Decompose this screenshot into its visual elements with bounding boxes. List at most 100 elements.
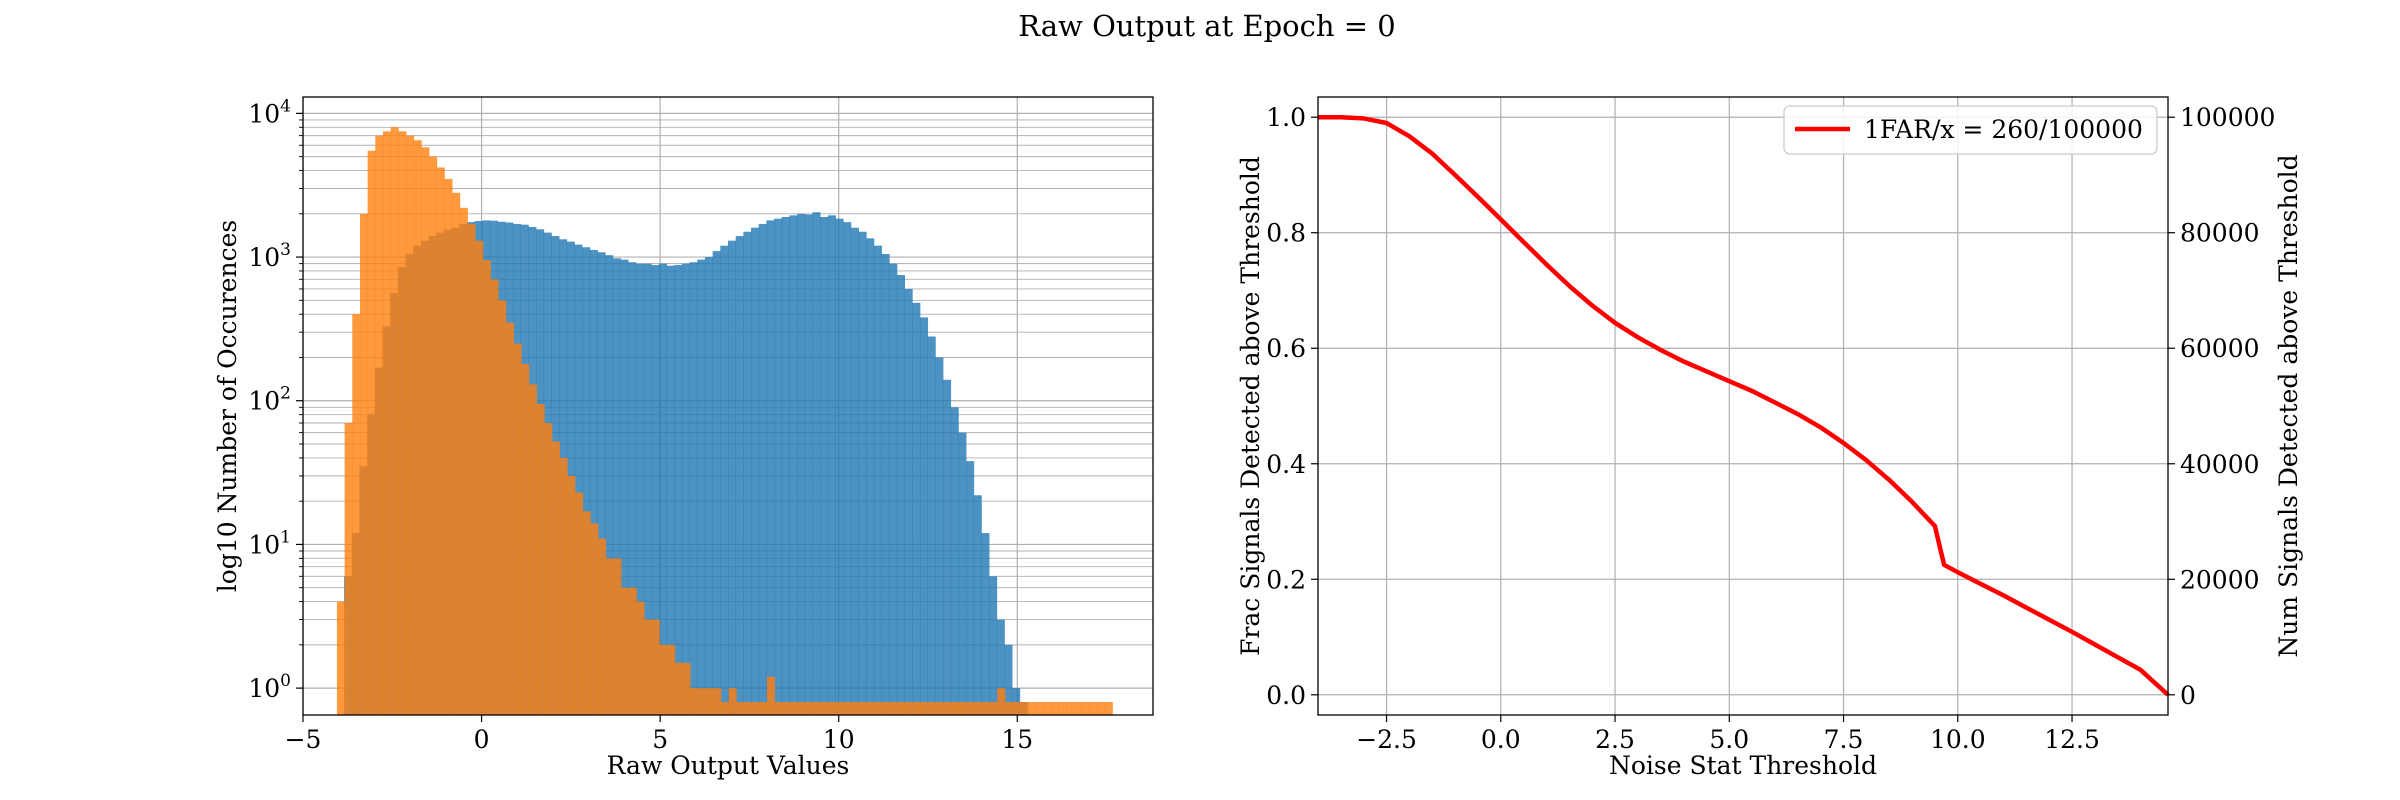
histogram-bar — [958, 702, 967, 715]
histogram-bar — [889, 702, 898, 715]
line-chart-y-tick-label: 0.8 — [1266, 219, 1306, 248]
histogram-bar — [621, 587, 630, 715]
histogram-bar — [720, 702, 729, 715]
histogram-bar — [928, 702, 937, 715]
histogram-bar — [997, 688, 1006, 715]
histogram-bar — [1104, 702, 1113, 715]
histogram-bar — [490, 279, 499, 715]
histogram-bar — [582, 511, 591, 715]
histogram-bar — [697, 688, 706, 715]
histogram-bar — [681, 263, 691, 715]
histogram-bar — [1020, 702, 1029, 715]
histogram-bar — [835, 218, 844, 715]
histogram-bar — [836, 702, 845, 715]
line-chart-y2-tick-label: 60000 — [2180, 334, 2260, 363]
line-chart-x-tick-label: 7.5 — [1824, 725, 1864, 754]
histogram-bar — [850, 227, 859, 715]
histogram-bar — [459, 207, 468, 715]
histogram-bar — [605, 558, 614, 715]
histogram-axes-frame — [302, 96, 1154, 716]
histogram-bar — [612, 258, 621, 715]
line-chart-y-tick-label: 1.0 — [1266, 103, 1306, 132]
histogram-bar — [759, 702, 768, 715]
histogram-bar — [751, 702, 760, 715]
histogram-bar — [774, 218, 783, 715]
histogram-bar — [436, 167, 445, 716]
line-chart-y2-tick-label: 0 — [2180, 681, 2196, 710]
line-chart-y2-tick-label: 40000 — [2180, 450, 2260, 479]
histogram-bar — [935, 357, 944, 715]
histogram-bar — [620, 259, 629, 715]
histogram-bar — [881, 254, 890, 715]
histogram-bar — [797, 213, 806, 715]
histogram-x-axis-label: Raw Output Values — [607, 751, 850, 780]
histogram-bar — [1028, 702, 1037, 715]
histogram-bar — [951, 702, 960, 715]
histogram-bar — [1035, 702, 1044, 715]
histogram-bar — [897, 702, 906, 715]
legend-box — [1783, 105, 2158, 155]
line-chart-x-tick-label: 2.5 — [1595, 725, 1635, 754]
histogram-bar — [912, 702, 921, 715]
histogram-bar — [973, 495, 982, 715]
histogram-bar — [804, 214, 813, 715]
histogram-bar — [689, 262, 698, 715]
histogram-bar — [896, 275, 906, 715]
histogram-bar — [974, 702, 983, 715]
histogram-bar — [513, 343, 522, 715]
histogram-bar — [912, 302, 921, 715]
histogram-bar — [989, 576, 998, 715]
line-chart-y-tick-label: 0.6 — [1266, 334, 1306, 363]
line-chart-axes-frame — [1317, 96, 2169, 716]
histogram-bar — [352, 314, 361, 715]
histogram-bar — [367, 150, 376, 716]
histogram-bar — [336, 601, 346, 715]
histogram-x-tick-label: 15 — [1001, 725, 1033, 754]
histogram-bar — [851, 702, 860, 715]
histogram-bar — [613, 558, 622, 715]
histogram-bar — [467, 223, 476, 715]
histogram-bar — [720, 245, 729, 716]
histogram-bar — [482, 260, 491, 715]
line-chart-ticks: −2.5 0.0 2.5 5.0 7.5 10.0 12.5 0.0 0.2 0.4 0.6 0.8 1… — [1266, 103, 2275, 754]
histogram-y-tick-label: 101 — [248, 527, 291, 559]
histogram-bar — [743, 702, 752, 715]
histogram-bar — [1012, 688, 1021, 715]
histogram-bar — [505, 322, 514, 715]
histogram-bar — [598, 538, 607, 715]
histogram-bar — [920, 702, 929, 715]
histogram-bar — [644, 619, 653, 715]
histogram-bar — [574, 492, 584, 715]
histogram-series-orange — [336, 127, 1113, 716]
histogram-bar — [605, 255, 614, 715]
histogram-bar — [866, 702, 875, 715]
line-chart-x-tick-label: 10.0 — [1930, 725, 1986, 754]
histogram-bar — [874, 702, 883, 715]
histogram-bar — [743, 231, 752, 715]
histogram-bar — [751, 227, 760, 715]
histogram-bar — [882, 702, 891, 715]
line-chart-series — [1318, 114, 2170, 697]
histogram-bar — [536, 403, 545, 715]
histogram-bars — [336, 127, 1113, 716]
line-chart-y-tick-label: 0.2 — [1266, 565, 1306, 594]
histogram-y-tick-label: 100 — [248, 671, 291, 703]
histogram-bar — [666, 265, 675, 715]
histogram-bar — [359, 213, 369, 715]
histogram-bar — [843, 702, 852, 715]
histogram-bar — [781, 217, 790, 716]
histogram-bar — [989, 702, 998, 715]
histogram-bar — [521, 364, 530, 715]
histogram-bar — [559, 457, 568, 715]
histogram-bar — [713, 688, 722, 715]
line-chart-x-tick-label: 0.0 — [1481, 725, 1521, 754]
histogram-bar — [966, 702, 975, 715]
histogram-bar — [766, 676, 776, 715]
histogram-bar — [1066, 702, 1075, 715]
histogram-bar — [383, 131, 392, 716]
histogram-bar — [413, 140, 422, 715]
histogram-bar — [858, 231, 867, 715]
histogram-y-tick-label: 102 — [248, 384, 291, 416]
histogram-bar — [636, 601, 645, 715]
